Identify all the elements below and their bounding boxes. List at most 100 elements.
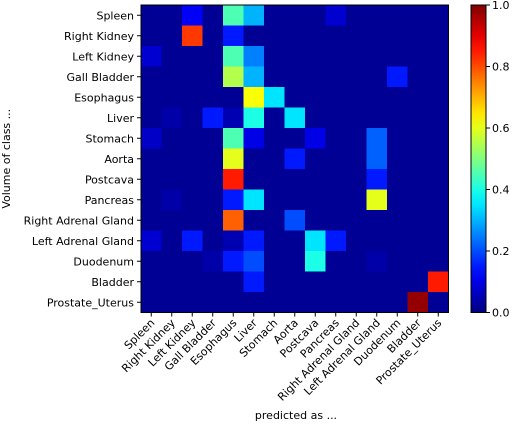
heatmap-cell xyxy=(387,169,408,190)
heatmap-cell xyxy=(325,210,347,231)
heatmap-cell xyxy=(325,292,347,313)
heatmap-cell xyxy=(243,292,265,313)
heatmap-cell xyxy=(264,148,285,170)
heatmap-cell xyxy=(264,128,285,149)
heatmap-cell xyxy=(161,25,183,47)
heatmap-cell xyxy=(366,87,388,108)
heatmap-cell xyxy=(243,46,265,67)
colorbar-tick-label: 0.8 xyxy=(492,61,510,74)
heatmap-cell xyxy=(387,210,408,231)
heatmap-cell xyxy=(284,66,306,88)
heatmap-cell xyxy=(305,210,326,231)
heatmap-cell xyxy=(141,66,162,88)
heatmap-cell xyxy=(264,189,285,211)
y-tick-label: Prostate_Uterus xyxy=(47,296,134,309)
colorbar-tick-label: 0.6 xyxy=(492,122,510,135)
heatmap-cell xyxy=(387,251,408,272)
heatmap-cell xyxy=(243,271,265,293)
heatmap-cell xyxy=(387,46,408,67)
heatmap-cell xyxy=(428,251,449,272)
heatmap-cell xyxy=(264,169,285,190)
heatmap-cell xyxy=(284,87,306,108)
y-tick-label: Aorta xyxy=(104,153,134,166)
heatmap-cell xyxy=(223,189,244,211)
heatmap-cell xyxy=(243,251,265,272)
heatmap-cell xyxy=(182,251,203,272)
heatmap-cell xyxy=(428,5,449,26)
heatmap-cell xyxy=(305,292,326,313)
heatmap-cell xyxy=(325,46,347,67)
heatmap-cell xyxy=(428,25,449,47)
heatmap-cell xyxy=(325,107,347,129)
y-tick-label: Right Kidney xyxy=(64,30,134,43)
y-tick-label: Left Adrenal Gland xyxy=(32,235,134,248)
heatmap-cell xyxy=(407,107,429,129)
heatmap-cell xyxy=(202,87,224,108)
heatmap-cell xyxy=(366,230,388,252)
heatmap-cell xyxy=(182,169,203,190)
heatmap-cell xyxy=(223,46,244,67)
heatmap-cell xyxy=(141,5,162,26)
heatmap-cell xyxy=(141,169,162,190)
heatmap-cell xyxy=(284,5,306,26)
heatmap-cell xyxy=(387,66,408,88)
heatmap-cell xyxy=(284,107,306,129)
heatmap-cell xyxy=(264,5,285,26)
heatmap-cell xyxy=(141,46,162,67)
heatmap-cell xyxy=(407,230,429,252)
heatmap-cell xyxy=(325,189,347,211)
heatmap-cell xyxy=(387,128,408,149)
heatmap-cell xyxy=(202,189,224,211)
heatmap-cell xyxy=(366,107,388,129)
heatmap-cell xyxy=(182,189,203,211)
heatmap-cell xyxy=(223,107,244,129)
heatmap-cell xyxy=(407,169,429,190)
heatmap-cell xyxy=(407,46,429,67)
heatmap-cell xyxy=(161,66,183,88)
heatmap-cell xyxy=(202,128,224,149)
heatmap-cell xyxy=(428,128,449,149)
heatmap-cell xyxy=(182,148,203,170)
heatmap-cell xyxy=(161,189,183,211)
y-tick-label: Bladder xyxy=(91,276,134,289)
heatmap-cell xyxy=(387,230,408,252)
heatmap-cell xyxy=(141,107,162,129)
heatmap-cell xyxy=(346,251,367,272)
heatmap-cell xyxy=(284,169,306,190)
heatmap-cell xyxy=(141,251,162,272)
heatmap-cell xyxy=(305,189,326,211)
heatmap-cell xyxy=(284,46,306,67)
heatmap-cell xyxy=(264,46,285,67)
heatmap-cell xyxy=(182,292,203,313)
heatmap-cell xyxy=(284,230,306,252)
heatmap-cell xyxy=(346,292,367,313)
heatmap-cell xyxy=(182,87,203,108)
heatmap-cell xyxy=(428,230,449,252)
heatmap-cell xyxy=(325,128,347,149)
heatmap-cell xyxy=(387,189,408,211)
heatmap-cell xyxy=(161,5,183,26)
heatmap-cell xyxy=(223,5,244,26)
heatmap-cell xyxy=(243,230,265,252)
heatmap-cell xyxy=(407,148,429,170)
heatmap-cell xyxy=(182,46,203,67)
heatmap-cell xyxy=(387,107,408,129)
heatmap-cell xyxy=(346,230,367,252)
heatmap-cell xyxy=(202,5,224,26)
heatmap-cell xyxy=(223,87,244,108)
heatmap-cell xyxy=(161,292,183,313)
heatmap-cell xyxy=(202,210,224,231)
heatmap-cell xyxy=(202,230,224,252)
heatmap-cell xyxy=(243,87,265,108)
y-tick-label: Spleen xyxy=(96,9,134,22)
heatmap-cell xyxy=(264,292,285,313)
heatmap-cell xyxy=(346,189,367,211)
colorbar xyxy=(470,4,487,313)
heatmap-cell xyxy=(161,230,183,252)
heatmap-cell xyxy=(264,107,285,129)
heatmap-cell xyxy=(366,292,388,313)
heatmap-cell xyxy=(223,292,244,313)
heatmap-cell xyxy=(202,25,224,47)
heatmap-cell xyxy=(346,5,367,26)
